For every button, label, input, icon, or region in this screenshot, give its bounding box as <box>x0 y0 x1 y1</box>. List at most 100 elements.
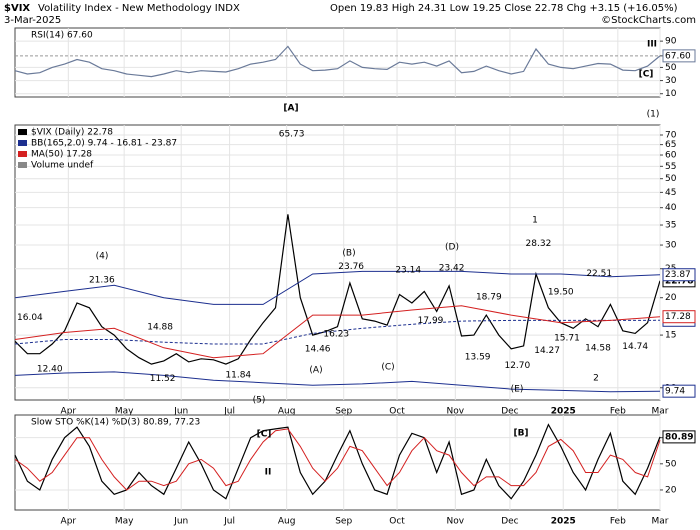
value-box <box>662 430 696 444</box>
series-line <box>15 371 660 393</box>
legend-swatch <box>18 140 27 146</box>
y-tick-label: 90 <box>665 37 677 47</box>
value-box <box>662 49 696 63</box>
wave-label: (5) <box>253 396 266 406</box>
price-label: 14.58 <box>585 343 611 353</box>
legend-swatch <box>18 151 27 157</box>
series-line <box>15 305 660 359</box>
price-label: 16.04 <box>17 313 43 323</box>
panel-frame <box>14 27 661 98</box>
symbol: $VIX <box>4 3 30 14</box>
price-label: 15.71 <box>554 334 580 344</box>
wave-label: [C] <box>639 70 654 80</box>
y-tick-label: 10 <box>665 89 677 99</box>
x-tick-label: Mar <box>652 407 669 417</box>
y-tick-label: 40 <box>665 203 677 213</box>
x-tick-label: May <box>115 517 134 527</box>
x-tick-label: Nov <box>447 407 465 417</box>
value-box <box>662 310 696 324</box>
wave-label: (1) <box>647 110 660 120</box>
x-tick-label: Jul <box>223 517 235 527</box>
price-label: 11.84 <box>225 370 251 380</box>
legend-swatch <box>18 129 27 135</box>
wave-label: (C) <box>381 363 394 373</box>
last-value-label: 23.87 <box>665 270 691 280</box>
y-tick-label: 35 <box>665 221 676 231</box>
legend-label: $VIX (Daily) 22.78 <box>31 128 113 138</box>
legend-label: MA(50) 17.28 <box>31 150 92 160</box>
x-tick-label: 2025 <box>551 517 576 527</box>
x-tick-label: Nov <box>447 517 465 527</box>
y-tick-label: 30 <box>665 241 677 251</box>
wave-label: (E) <box>511 385 524 395</box>
price-label: 21.36 <box>89 276 115 286</box>
price-label: 18.79 <box>476 292 502 302</box>
x-tick-label: May <box>115 407 134 417</box>
y-tick-label: 20 <box>665 293 677 303</box>
price-label: 12.70 <box>504 361 530 371</box>
series-line <box>14 428 661 491</box>
x-tick-label: Feb <box>610 407 626 417</box>
series-line <box>14 45 661 78</box>
last-value-label: 22.78 <box>665 276 693 286</box>
y-tick-label: 15 <box>665 331 676 341</box>
x-tick-label: Oct <box>389 517 405 527</box>
last-value-label: 80.89 <box>665 432 693 442</box>
x-tick-label: Mar <box>652 517 669 527</box>
x-tick-label: Sep <box>335 407 352 417</box>
panel-title: Slow STO %K(14) %D(3) 80.89, 77.23 <box>31 418 200 428</box>
panel-frame <box>14 124 661 401</box>
y-tick-label: 50 <box>665 63 677 73</box>
price-label: 23.14 <box>395 265 421 275</box>
wave-label: (B) <box>342 249 355 259</box>
wave-label: [B] <box>513 429 528 439</box>
quote: Open 19.83 High 24.31 Low 19.25 Close 22… <box>330 3 678 14</box>
price-label: 12.40 <box>37 364 63 374</box>
y-tick-label: 45 <box>665 188 676 198</box>
price-label: 65.73 <box>279 130 305 140</box>
wave-label: (A) <box>309 366 322 376</box>
y-tick-label: 70 <box>665 130 677 140</box>
legend-swatch <box>18 162 27 168</box>
legend-label: BB(165,2.0) 9.74 - 16.81 - 23.87 <box>31 139 177 149</box>
legend-label: Volume undef <box>31 161 94 171</box>
series-group <box>15 214 660 393</box>
x-tick-label: Oct <box>389 407 405 417</box>
y-tick-label: 60 <box>665 151 677 161</box>
price-label: 14.74 <box>622 342 648 352</box>
price-label: 16.23 <box>323 329 349 339</box>
instrument-name: Volatility Index - New Methodology INDX <box>38 3 240 14</box>
y-tick-label: 50 <box>665 459 677 469</box>
x-tick-label: 2025 <box>551 407 576 417</box>
wave-label: III <box>647 40 657 50</box>
x-tick-label: Jul <box>223 407 235 417</box>
x-tick-label: Dec <box>501 517 518 527</box>
series-line <box>14 423 661 500</box>
series-line <box>15 270 660 305</box>
price-label: 14.27 <box>534 346 560 356</box>
price-label: 23.76 <box>338 262 364 272</box>
x-tick-label: Feb <box>610 517 626 527</box>
y-tick-label: 50 <box>665 174 677 184</box>
series-line <box>15 319 660 345</box>
wave-label: [C] <box>257 430 272 440</box>
wave-label: 2 <box>593 374 599 384</box>
wave-label: [A] <box>283 104 298 114</box>
credit: ©StockCharts.com <box>601 15 696 26</box>
x-tick-label: Jun <box>173 517 188 527</box>
wave-label: (D) <box>445 243 459 253</box>
series-line <box>15 214 660 365</box>
price-label: 14.46 <box>305 344 331 354</box>
x-tick-label: Apr <box>61 407 77 417</box>
wave-label: II <box>265 468 272 478</box>
last-value-label: 17.28 <box>665 312 691 322</box>
date: 3-Mar-2025 <box>4 15 61 26</box>
panel-title: RSI(14) 67.60 <box>31 31 93 41</box>
y-tick-label: 67.60 <box>665 51 691 61</box>
y-tick-label: 30 <box>665 76 677 86</box>
wave-label: (4) <box>96 252 109 262</box>
y-tick-label: 55 <box>665 162 676 172</box>
price-label: 17.99 <box>418 316 444 326</box>
wave-label: 1 <box>532 216 538 226</box>
